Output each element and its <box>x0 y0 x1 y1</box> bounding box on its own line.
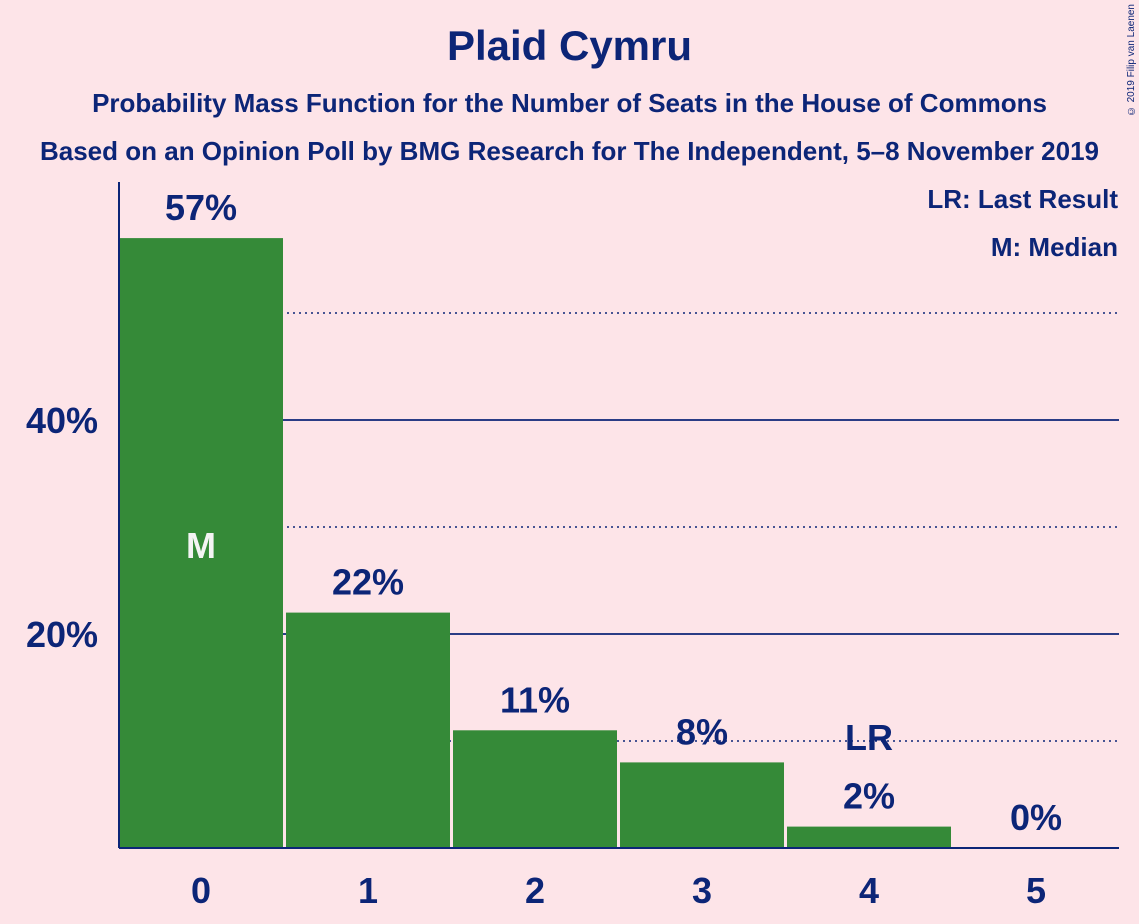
data-label-2: 11% <box>500 679 570 720</box>
y-tick-label-40: 40% <box>26 400 98 441</box>
data-label-0: 57% <box>165 187 237 228</box>
median-marker: M <box>186 525 216 566</box>
y-tick-label-20: 20% <box>26 614 98 655</box>
x-tick-label-5: 5 <box>1026 870 1046 911</box>
bar-3 <box>620 762 784 848</box>
x-tick-label-0: 0 <box>191 870 211 911</box>
data-label-3: 8% <box>676 711 728 752</box>
last-result-marker: LR <box>845 717 893 758</box>
data-label-5: 0% <box>1010 797 1062 838</box>
x-tick-label-3: 3 <box>692 870 712 911</box>
x-tick-label-1: 1 <box>358 870 378 911</box>
bar-4 <box>787 826 951 848</box>
chart-subtitle: Probability Mass Function for the Number… <box>92 88 1047 118</box>
bar-2 <box>453 730 617 848</box>
chart-source: Based on an Opinion Poll by BMG Research… <box>39 136 1100 166</box>
legend-last-result: LR: Last Result <box>927 184 1118 214</box>
chart-title: Plaid Cymru <box>446 22 693 69</box>
bar-1 <box>286 612 450 848</box>
x-tick-label-4: 4 <box>859 870 879 911</box>
bar-0 <box>119 238 283 849</box>
data-label-4: 2% <box>843 776 895 817</box>
data-label-1: 22% <box>332 562 404 603</box>
legend-median: M: Median <box>990 232 1118 262</box>
x-tick-label-2: 2 <box>525 870 545 911</box>
